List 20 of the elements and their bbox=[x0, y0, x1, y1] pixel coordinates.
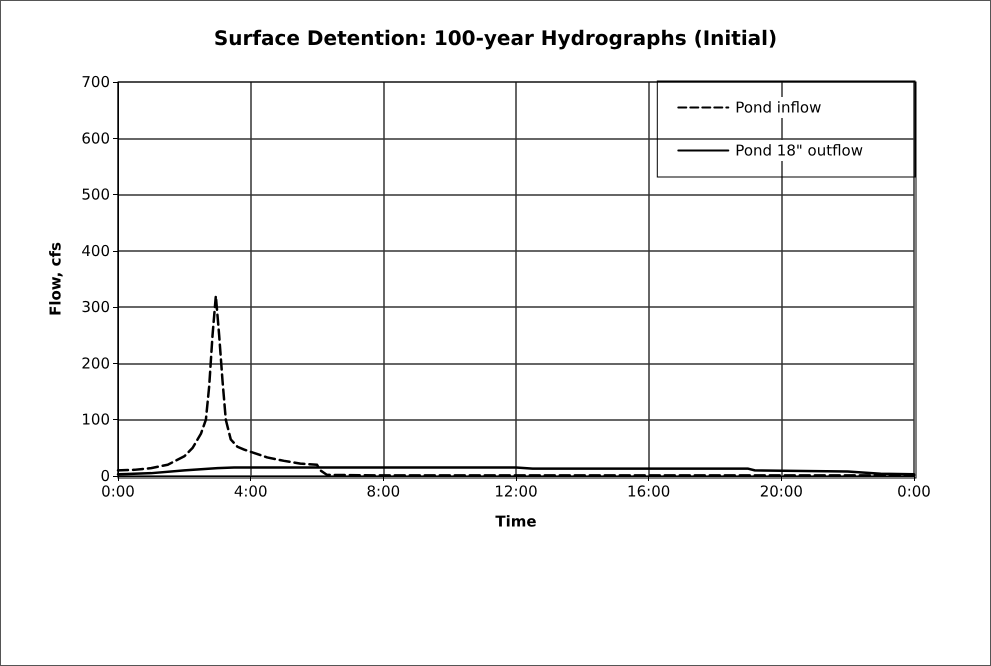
y-tick-label: 400 bbox=[81, 242, 110, 260]
y-tick-label: 700 bbox=[81, 73, 110, 91]
x-tick-label: 0:00 bbox=[101, 482, 135, 500]
y-tick-label: 0 bbox=[100, 467, 110, 485]
y-tick-label: 300 bbox=[81, 298, 110, 316]
y-tick-label: 500 bbox=[81, 186, 110, 204]
x-tick-label: 8:00 bbox=[366, 482, 400, 500]
x-tick-label: 12:00 bbox=[494, 482, 538, 500]
x-tick-label: 4:00 bbox=[234, 482, 268, 500]
x-tick-label: 0:00 bbox=[897, 482, 931, 500]
x-axis-title: Time bbox=[495, 512, 537, 530]
y-tick-label: 100 bbox=[81, 410, 110, 429]
legend-label: Pond 18" outflow bbox=[735, 142, 864, 160]
y-tick-label: 200 bbox=[81, 354, 110, 372]
x-tick-label: 20:00 bbox=[760, 482, 803, 500]
y-tick-label: 600 bbox=[81, 129, 110, 148]
x-tick-label: 16:00 bbox=[627, 482, 670, 500]
y-axis-title: Flow, cfs bbox=[46, 242, 64, 316]
legend-label: Pond inflow bbox=[735, 98, 822, 116]
chart-title: Surface Detention: 100-year Hydrographs (Initial) bbox=[214, 26, 778, 50]
